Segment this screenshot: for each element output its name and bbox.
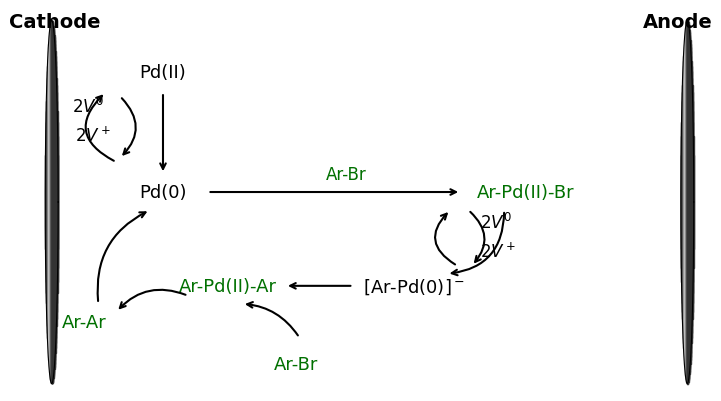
Text: $2V^+$: $2V^+$ bbox=[75, 126, 111, 146]
Text: Ar-Br: Ar-Br bbox=[274, 355, 318, 373]
Text: Ar-Pd(II)-Ar: Ar-Pd(II)-Ar bbox=[179, 277, 277, 295]
Text: Ar-Br: Ar-Br bbox=[326, 166, 366, 184]
Text: [Ar-Pd(0)]$^-$: [Ar-Pd(0)]$^-$ bbox=[363, 276, 465, 296]
Text: Pd(II): Pd(II) bbox=[140, 64, 186, 82]
Text: $2V^0$: $2V^0$ bbox=[479, 213, 511, 233]
Text: $2V^0$: $2V^0$ bbox=[71, 97, 104, 117]
Text: Pd(0): Pd(0) bbox=[139, 184, 187, 202]
Text: Ar-Pd(II)-Br: Ar-Pd(II)-Br bbox=[477, 184, 575, 202]
Text: Ar-Ar: Ar-Ar bbox=[61, 313, 107, 331]
Text: $2V^+$: $2V^+$ bbox=[480, 242, 516, 261]
Text: Anode: Anode bbox=[642, 13, 712, 32]
Text: Cathode: Cathode bbox=[9, 13, 100, 32]
